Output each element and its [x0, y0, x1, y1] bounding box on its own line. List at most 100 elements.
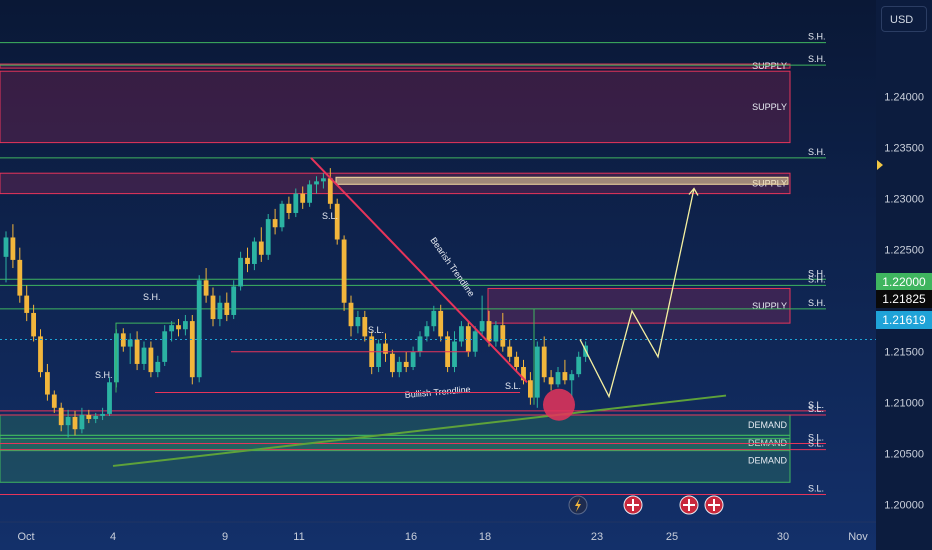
candle-bear: [286, 203, 292, 213]
swing-high-marker: S.H.: [95, 370, 113, 380]
collapse-arrow-icon[interactable]: [877, 160, 883, 170]
bearish-trendline: [310, 157, 528, 383]
candle-bear: [514, 356, 519, 367]
swing-high-label: S.H.: [808, 298, 826, 308]
time-tick-label: 18: [479, 531, 491, 543]
candle-bull: [431, 310, 437, 327]
swing-high-label: S.H.: [808, 268, 826, 278]
candle-bull: [493, 325, 499, 342]
candle-bear: [245, 257, 250, 264]
candle-bear: [10, 237, 16, 260]
candle-bear: [465, 326, 471, 352]
candle-bear: [210, 295, 216, 320]
supply-zone: [0, 70, 791, 144]
candle-bull: [307, 184, 312, 203]
candle-bear: [24, 295, 30, 313]
candle-bear: [31, 312, 36, 337]
candle-bull: [472, 331, 478, 352]
candle-bear: [383, 343, 388, 354]
price-tick-label: 1.21000: [884, 398, 924, 410]
lightning-icon: [568, 495, 588, 515]
swing-low-label: S.L.: [808, 433, 824, 443]
candles: [3, 168, 588, 438]
candle-bear: [486, 321, 492, 342]
candle-bear: [541, 346, 547, 378]
projection-path: [579, 188, 695, 399]
candle-bear: [258, 241, 264, 255]
candle-bear: [45, 372, 50, 395]
candle-bull: [100, 413, 105, 416]
flag-uk-icon: [623, 495, 643, 515]
candle-bear: [58, 407, 64, 426]
candle-bull: [424, 326, 430, 337]
demand-zone: [0, 437, 791, 483]
candle-bear: [334, 203, 340, 240]
candle-bear: [120, 333, 126, 347]
candle-bear: [86, 414, 92, 420]
supply-zone: [487, 287, 791, 324]
demand-zone-label: DEMAND: [748, 455, 788, 465]
candle-bear: [403, 361, 409, 367]
time-tick-label: 30: [777, 531, 789, 543]
candle-bear: [176, 325, 181, 330]
time-tick-label: 4: [110, 531, 116, 543]
swing-low-marker: S.L.: [368, 325, 384, 335]
candle-bull: [79, 414, 85, 430]
candle-bull: [314, 181, 319, 185]
candle-bear: [327, 178, 333, 204]
candle-bull: [141, 347, 147, 364]
candle-bull: [293, 193, 299, 213]
candle-bear: [148, 347, 154, 373]
price-axis: 1.20000 1.20500 1.21000 1.21500 1.22000 1.225…: [876, 0, 932, 550]
candle-bull: [279, 203, 285, 228]
candle-bear: [72, 416, 78, 430]
candle-bear: [548, 377, 554, 385]
candle-bull: [265, 219, 271, 255]
swing-high-label: S.H.: [808, 274, 826, 284]
supply-zone: [0, 63, 791, 69]
candle-bull: [376, 343, 381, 367]
price-tick-label: 1.20500: [884, 449, 924, 461]
candle-bear: [348, 302, 354, 327]
candle-bear: [362, 317, 368, 337]
price-tick-label: 1.21500: [884, 347, 924, 359]
candle-bear: [521, 367, 526, 381]
time-tick-label: 16: [405, 531, 417, 543]
price-tick-label: 1.20000: [884, 500, 924, 512]
time-tick-label: Nov: [848, 531, 868, 543]
candle-bear: [528, 380, 533, 398]
demand-zone-label: DEMAND: [748, 420, 788, 430]
candle-bull: [93, 415, 99, 420]
candle-bear: [300, 193, 306, 203]
flag-us-icon: [704, 495, 724, 515]
currency-selector[interactable]: USD: [881, 6, 927, 32]
price-tick-label: 1.22500: [884, 245, 924, 257]
candle-bear: [272, 219, 278, 228]
candle-bear: [189, 321, 195, 378]
time-tick-label: 25: [666, 531, 678, 543]
candle-bull: [65, 416, 71, 426]
candle-bear: [224, 302, 230, 315]
structure-line: [115, 322, 175, 393]
candle-bull: [355, 317, 361, 327]
swing-high-marker: S.H.: [143, 292, 161, 302]
supply-demand-zones: SUPPLYSUPPLYSUPPLYSUPPLYDEMANDDEMANDDEMA…: [0, 61, 791, 483]
candle-bull: [196, 280, 202, 378]
time-tick-label: 9: [222, 531, 228, 543]
candle-bull: [410, 351, 416, 367]
candle-bull: [534, 346, 540, 398]
candle-bull: [252, 241, 257, 264]
candle-bull: [576, 356, 582, 375]
candle-bull: [321, 178, 326, 182]
swing-high-label: S.H.: [808, 147, 826, 157]
candle-bear: [390, 353, 395, 373]
candle-bull: [169, 325, 174, 332]
time-tick-label: 11: [293, 531, 304, 543]
candle-bull: [238, 257, 243, 287]
candle-bear: [500, 325, 506, 347]
flag-us-icon: [679, 495, 699, 515]
